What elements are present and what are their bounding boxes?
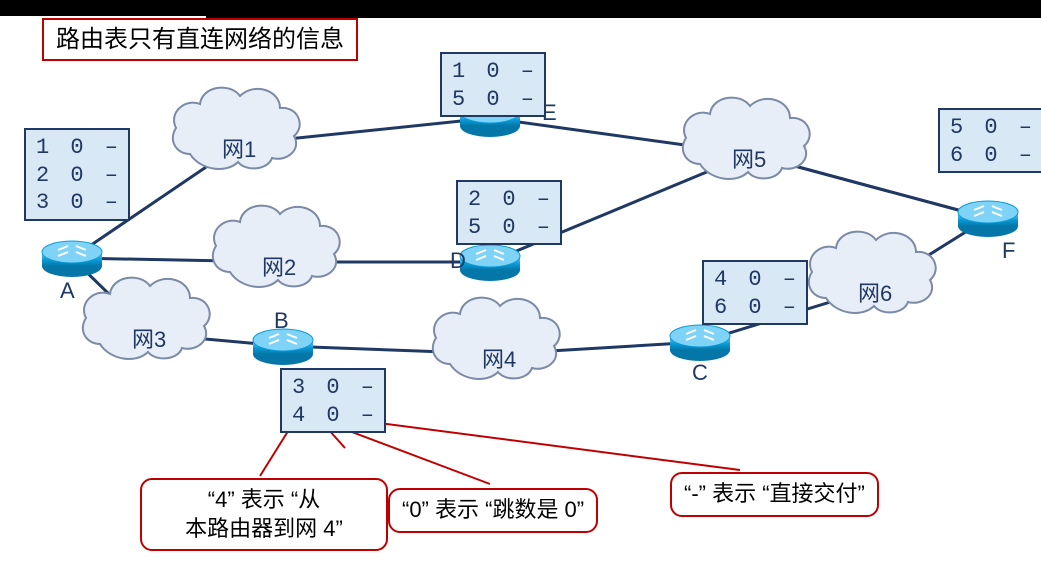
router-label: B (274, 308, 289, 334)
callout-line: 本路由器到网 4” (185, 516, 343, 541)
router-label: F (1002, 238, 1015, 264)
route-table: 5 0 – 6 0 – (938, 108, 1041, 173)
top-black-bar (0, 0, 1041, 16)
title-box: 路由表只有直连网络的信息 (42, 18, 358, 61)
cloud-label: 网1 (222, 132, 256, 164)
route-table: 1 0 – 5 0 – (440, 52, 546, 117)
callout-line: “-” 表示 “直接交付” (684, 481, 865, 506)
cloud-label: 网5 (732, 142, 766, 174)
route-table: 2 0 – 5 0 – (456, 180, 562, 245)
cloud-label: 网3 (132, 322, 166, 354)
router-label: A (60, 278, 75, 304)
router-label: C (692, 360, 708, 386)
callout-line: “0” 表示 “跳数是 0” (402, 497, 584, 522)
callout-net4: “4” 表示 “从 本路由器到网 4” (140, 478, 388, 551)
cloud-label: 网2 (262, 250, 296, 282)
route-table: 3 0 – 4 0 – (280, 368, 386, 433)
route-table: 4 0 – 6 0 – (702, 260, 808, 325)
cloud-label: 网4 (482, 342, 516, 374)
cloud-label: 网6 (858, 276, 892, 308)
callout-direct: “-” 表示 “直接交付” (670, 472, 879, 517)
route-table: 1 0 – 2 0 – 3 0 – (24, 128, 130, 221)
router-label: D (450, 248, 466, 274)
diagram-stage: 路由表只有直连网络的信息 “4” 表示 “从 本路由器到网 4” “0” 表示 … (0, 0, 1041, 561)
callout-hops: “0” 表示 “跳数是 0” (388, 488, 598, 533)
title-text: 路由表只有直连网络的信息 (56, 26, 344, 53)
callout-line: “4” 表示 “从 (208, 487, 320, 512)
